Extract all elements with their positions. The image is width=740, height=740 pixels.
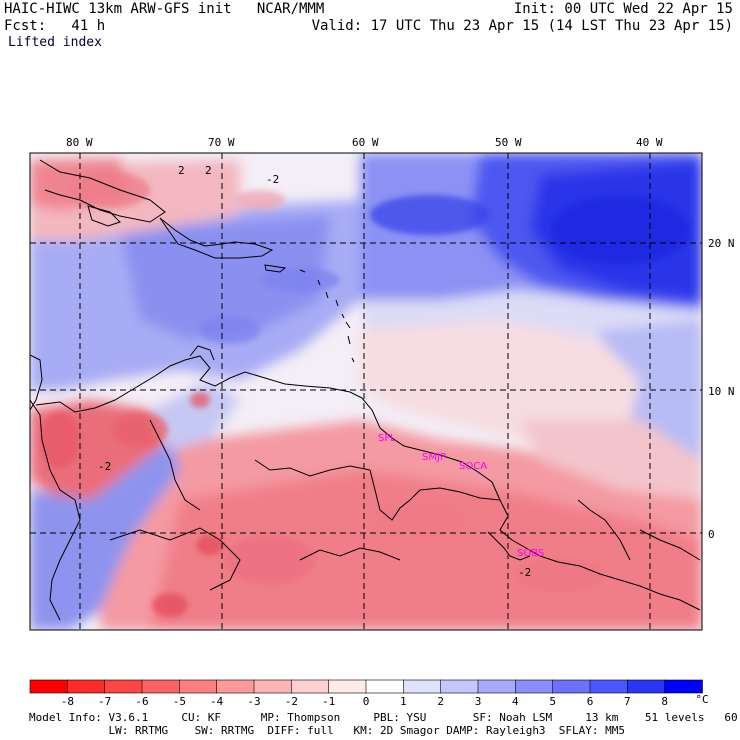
colorbar-tick-label: -6 [135, 695, 149, 708]
colorbar-tick-label: -7 [98, 695, 112, 708]
colorbar-swatch [141, 679, 181, 694]
valid-time: Valid: 17 UTC Thu 23 Apr 15 (14 LST Thu … [311, 18, 733, 34]
colorbar-swatch [179, 679, 218, 694]
colorbar-swatch [477, 679, 517, 694]
station-label-sfl: SFL [378, 433, 396, 444]
colorbar-tick-label: 8 [661, 695, 668, 708]
colorbar-tick-label: -3 [247, 695, 261, 708]
lat-lon-grid [30, 153, 702, 630]
contour-label: -2 [518, 566, 531, 579]
colorbar-tick-label: -4 [210, 695, 224, 708]
colorbar-swatch [440, 679, 479, 694]
colorbar [29, 679, 703, 694]
lat-label-10n: 10 N [708, 385, 735, 398]
colorbar-tick-label: 4 [512, 695, 519, 708]
map-frame [29, 152, 703, 631]
colorbar-tick-label: 6 [586, 695, 594, 708]
colorbar-swatch [29, 679, 69, 694]
lat-label-0: 0 [708, 528, 715, 541]
colorbar-swatch [104, 679, 143, 694]
colorbar-tick-label: 7 [624, 695, 631, 708]
field-shading [30, 153, 702, 630]
station-label-sobs: SOBS [517, 548, 544, 559]
lon-label-70w: 70 W [208, 136, 235, 149]
contour-label: 2 [205, 164, 212, 177]
lat-label-20n: 20 N [708, 237, 735, 250]
coastlines [30, 159, 701, 621]
colorbar-swatch [67, 679, 106, 694]
colorbar-tick-label: -1 [322, 695, 336, 708]
colorbar-swatch [552, 679, 591, 694]
colorbar-swatch [216, 679, 255, 694]
colorbar-tick-label: 0 [362, 695, 370, 708]
colorbar-tick-label: -5 [172, 695, 186, 708]
colorbar-swatch [365, 679, 405, 694]
model-title: HAIC-HIWC 13km ARW-GFS init NCAR/MMM [4, 1, 325, 17]
colorbar-unit: °C [695, 693, 709, 706]
model-info-line2: LW: RRTMG SW: RRTMG DIFF: full KM: 2D Sm… [29, 724, 626, 737]
variable-name: Lifted index [8, 35, 102, 50]
colorbar-swatch [403, 679, 442, 694]
colorbar-tick-label: -8 [60, 695, 74, 708]
colorbar-tick-label: 1 [400, 695, 407, 708]
colorbar-swatch [627, 679, 666, 694]
contour-label: -2 [266, 173, 279, 186]
colorbar-tick-label: 2 [437, 695, 444, 708]
colorbar-swatch [328, 679, 367, 694]
colorbar-swatch [664, 679, 703, 694]
station-label-smjp: SMJP [422, 452, 446, 463]
lon-label-50w: 50 W [495, 136, 522, 149]
model-info-line1: Model Info: V3.6.1 CU: KF MP: Thompson P… [29, 711, 740, 724]
colorbar-swatch [515, 679, 554, 694]
colorbar-tick-label: -2 [284, 695, 298, 708]
contour-label: -2 [98, 460, 111, 473]
lon-label-60w: 60 W [352, 136, 379, 149]
forecast-hour: Fcst: 41 h [4, 18, 106, 34]
contour-label: 2 [178, 164, 185, 177]
colorbar-swatch [253, 679, 293, 694]
init-time: Init: 00 UTC Wed 22 Apr 15 [513, 1, 733, 17]
colorbar-swatch [589, 679, 629, 694]
colorbar-tick-label: 5 [549, 695, 556, 708]
lon-label-80w: 80 W [66, 136, 93, 149]
station-label-soca: SOCA [459, 461, 487, 472]
colorbar-swatch [291, 679, 330, 694]
lon-label-40w: 40 W [636, 136, 663, 149]
colorbar-tick-label: 3 [474, 695, 482, 708]
